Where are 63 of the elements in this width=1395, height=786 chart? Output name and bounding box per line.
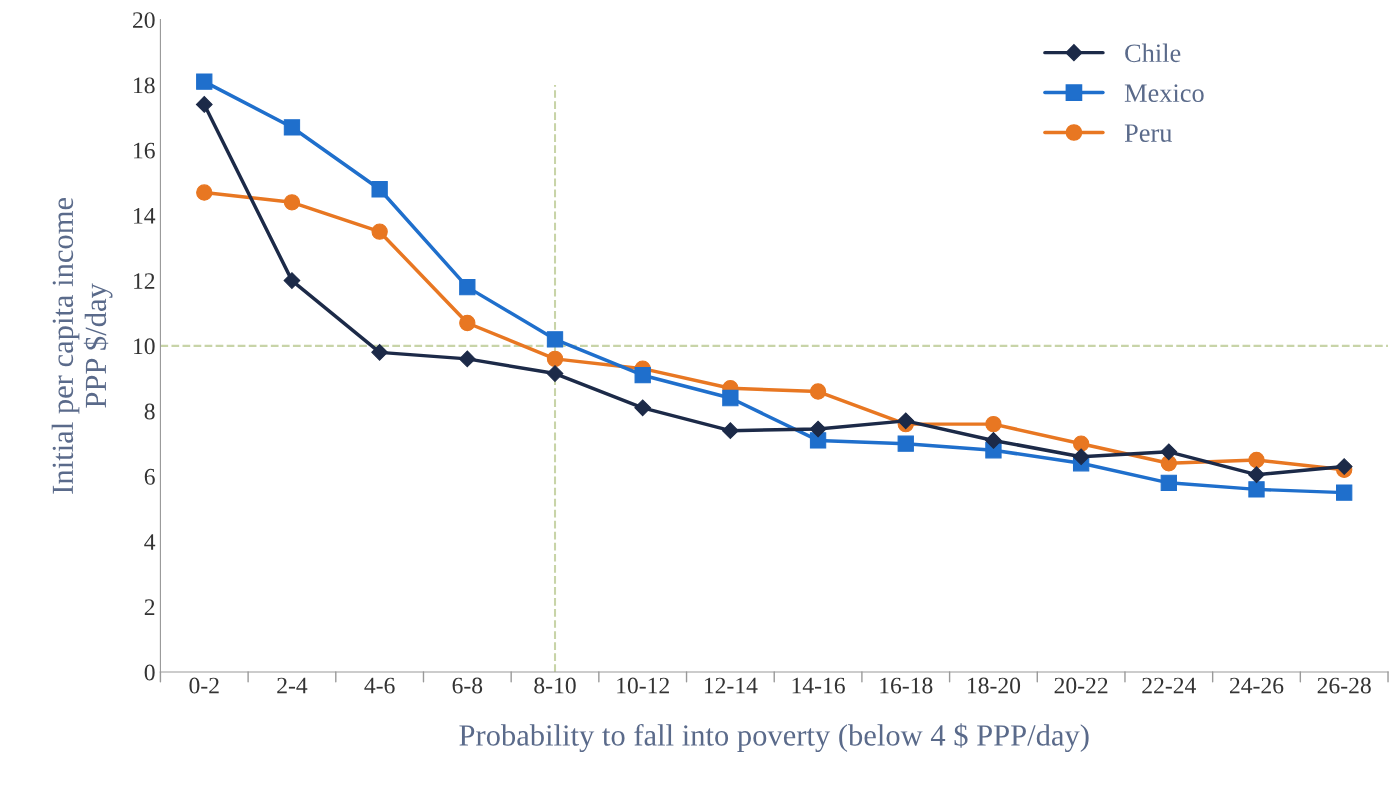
y-tick-label: 16 xyxy=(134,142,155,159)
y-tick-label: 12 xyxy=(134,273,155,289)
x-tick-label: 6-8 xyxy=(452,677,483,694)
x-tick-label: 0-2 xyxy=(189,677,219,694)
x-tick-label: 10-12 xyxy=(617,677,669,694)
point xyxy=(722,389,739,407)
point xyxy=(283,119,301,136)
x-tick-label: 4-6 xyxy=(364,677,395,694)
point xyxy=(1160,443,1178,461)
point xyxy=(459,278,476,296)
x-tick-label: 16-18 xyxy=(880,677,933,694)
legend-label: Chile xyxy=(1125,43,1181,63)
point xyxy=(283,194,301,211)
point xyxy=(1072,448,1090,466)
point xyxy=(985,432,1002,449)
x-tick-label: 26-28 xyxy=(1317,677,1371,694)
point xyxy=(371,343,389,361)
point xyxy=(985,415,1002,433)
point xyxy=(371,181,388,198)
x-tick-label: 14-16 xyxy=(792,677,845,694)
y-tick-label: 6 xyxy=(144,468,155,485)
x-tick-label: 12-14 xyxy=(704,677,758,694)
y-tick-label: 20 xyxy=(132,12,155,29)
point xyxy=(897,435,914,452)
x-tick-label: 18-20 xyxy=(967,677,1021,694)
point xyxy=(1160,474,1177,491)
point xyxy=(283,272,301,289)
point xyxy=(546,365,564,382)
legend-label: Mexico xyxy=(1124,84,1204,103)
x-axis-title: Probability to fall into poverty (below 4 $ PPP/day) xyxy=(459,723,1089,753)
point xyxy=(1072,435,1090,452)
y-tick-label: 4 xyxy=(144,534,156,550)
point xyxy=(196,184,213,201)
point xyxy=(809,383,827,400)
x-tick-label: 8-10 xyxy=(534,677,576,694)
y-tick-label: 10 xyxy=(134,338,155,355)
point xyxy=(459,314,476,332)
point xyxy=(1248,481,1265,498)
legend-label: Peru xyxy=(1124,124,1172,142)
point xyxy=(634,399,652,417)
point xyxy=(809,420,827,438)
point xyxy=(196,73,213,90)
y-tick-label: 14 xyxy=(134,207,156,224)
point xyxy=(458,350,476,368)
point xyxy=(1248,451,1265,469)
y-tick-label: 2 xyxy=(144,599,155,615)
x-tick-label: 2-4 xyxy=(277,677,308,694)
point xyxy=(634,367,651,384)
y-tick-label: 0 xyxy=(144,664,155,681)
point xyxy=(722,422,739,440)
point xyxy=(546,350,564,368)
y-tick-label: 8 xyxy=(144,403,155,420)
point xyxy=(371,223,388,240)
y-tick-label: 18 xyxy=(134,77,155,94)
x-tick-label: 20-22 xyxy=(1054,677,1108,694)
point xyxy=(1336,484,1353,501)
point xyxy=(546,331,564,348)
point xyxy=(1248,466,1265,484)
point xyxy=(195,96,213,113)
y-axis-title: Initial per capita income PPP $/day xyxy=(51,198,113,494)
x-tick-label: 22-24 xyxy=(1142,677,1196,694)
point xyxy=(809,432,827,449)
x-tick-label: 24-26 xyxy=(1229,677,1284,694)
